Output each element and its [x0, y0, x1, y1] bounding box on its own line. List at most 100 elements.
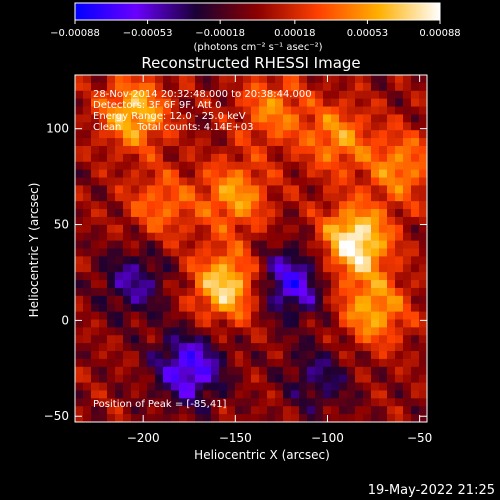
heatmap-cell — [235, 264, 244, 273]
heatmap-cell — [219, 358, 228, 368]
heatmap-cell — [235, 153, 244, 163]
heatmap-cell — [107, 106, 116, 116]
heatmap-cell — [315, 256, 324, 265]
heatmap-cell — [395, 98, 404, 108]
heatmap-cell — [155, 138, 164, 147]
heatmap-cell — [115, 256, 124, 265]
heatmap-cell — [339, 280, 348, 289]
heatmap-cell — [395, 193, 404, 202]
heatmap-cell — [195, 224, 204, 234]
heatmap-cell — [387, 390, 396, 399]
heatmap-cell — [99, 390, 108, 399]
heatmap-cell — [275, 287, 284, 297]
heatmap-cell — [411, 106, 420, 116]
heatmap-cell — [187, 153, 196, 163]
heatmap-cell — [203, 374, 212, 384]
heatmap-cell — [283, 256, 292, 265]
heatmap-cell — [75, 280, 84, 289]
heatmap-cell — [379, 358, 388, 368]
heatmap-cell — [379, 216, 388, 226]
heatmap-cell — [195, 287, 204, 297]
heatmap-cell — [275, 240, 284, 250]
heatmap-cell — [291, 319, 300, 328]
heatmap-cell — [259, 295, 268, 305]
heatmap-cell — [307, 177, 316, 187]
heatmap-cell — [267, 319, 276, 328]
heatmap-cell — [123, 382, 132, 392]
heatmap-cell — [131, 272, 140, 281]
heatmap-cell — [339, 232, 348, 242]
heatmap-cell — [75, 343, 84, 352]
heatmap-cell — [387, 153, 396, 163]
heatmap-cell — [123, 319, 132, 328]
heatmap-cell — [363, 177, 372, 187]
heatmap-cell — [203, 114, 212, 123]
heatmap-cell — [131, 185, 140, 194]
heatmap-cell — [307, 311, 316, 321]
heatmap-cell — [275, 303, 284, 313]
heatmap-cell — [163, 280, 172, 289]
chart-title: Reconstructed RHESSI Image — [141, 54, 360, 72]
heatmap-cell — [123, 201, 132, 210]
heatmap-cell — [331, 248, 340, 257]
heatmap-cell — [227, 406, 236, 415]
heatmap-cell — [171, 343, 180, 352]
heatmap-cell — [107, 248, 116, 257]
heatmap-cell — [75, 177, 84, 187]
heatmap-cell — [267, 138, 276, 147]
heatmap-cell — [227, 311, 236, 321]
heatmap-cell — [283, 327, 292, 336]
heatmap-cell — [115, 75, 124, 84]
heatmap-cell — [371, 216, 380, 226]
heatmap-cell — [251, 303, 260, 313]
heatmap-cell — [251, 382, 260, 392]
heatmap-cell — [235, 295, 244, 305]
heatmap-cell — [179, 193, 188, 202]
heatmap-cell — [139, 193, 148, 202]
heatmap-cell — [147, 240, 156, 250]
heatmap-cell — [275, 153, 284, 163]
heatmap-cell — [131, 145, 140, 155]
heatmap-cell — [91, 327, 100, 336]
heatmap-cell — [387, 201, 396, 210]
heatmap-cell — [315, 382, 324, 392]
heatmap-cell — [227, 390, 236, 399]
heatmap-cell — [283, 272, 292, 281]
heatmap-cell — [203, 216, 212, 226]
heatmap-cell — [403, 366, 412, 376]
heatmap-cell — [283, 106, 292, 116]
heatmap-cell — [283, 406, 292, 415]
heatmap-cell — [411, 82, 420, 92]
heatmap-cell — [403, 216, 412, 226]
heatmap-cell — [259, 414, 268, 422]
heatmap-cell — [323, 169, 332, 179]
heatmap-cell — [323, 106, 332, 116]
heatmap-cell — [243, 185, 252, 194]
heatmap-cell — [91, 351, 100, 360]
heatmap-cell — [195, 351, 204, 360]
heatmap-cell — [131, 122, 140, 131]
heatmap-cell — [83, 232, 92, 242]
heatmap-cell — [275, 280, 284, 289]
heatmap-cell — [363, 82, 372, 92]
heatmap-cell — [179, 145, 188, 155]
heatmap-cell — [395, 390, 404, 399]
heatmap-cell — [387, 366, 396, 376]
heatmap-cell — [411, 209, 420, 218]
heatmap-cell — [211, 98, 220, 108]
heatmap-cell — [291, 303, 300, 313]
heatmap-cell — [355, 185, 364, 194]
heatmap-cell — [203, 335, 212, 344]
heatmap-cell — [131, 351, 140, 360]
heatmap-cell — [291, 295, 300, 305]
heatmap-cell — [307, 382, 316, 392]
heatmap-cell — [123, 272, 132, 281]
heatmap-cell — [291, 248, 300, 257]
heatmap-cell — [283, 130, 292, 139]
heatmap-cell — [395, 145, 404, 155]
heatmap-cell — [99, 114, 108, 123]
heatmap-cell — [387, 138, 396, 147]
heatmap-cell — [131, 216, 140, 226]
heatmap-cell — [187, 256, 196, 265]
heatmap-cell — [203, 193, 212, 202]
